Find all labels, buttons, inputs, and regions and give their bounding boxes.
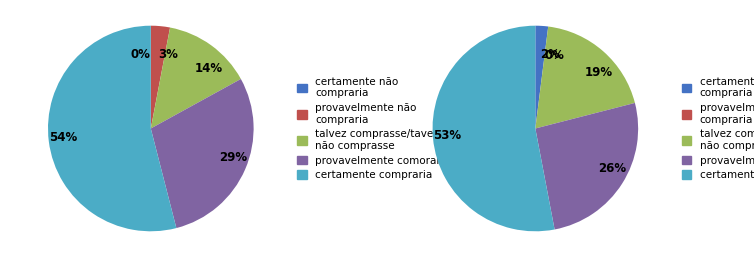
Text: 3%: 3% [158, 48, 178, 61]
Wedge shape [151, 26, 170, 128]
Wedge shape [48, 26, 176, 231]
Wedge shape [535, 26, 548, 128]
Text: 19%: 19% [584, 67, 612, 79]
Text: 0%: 0% [131, 48, 151, 61]
Text: 0%: 0% [544, 49, 565, 62]
Legend: certamente não
compraria, provavelmente não
compraria, talvez comprasse/talvez
n: certamente não compraria, provavelmente … [682, 77, 754, 180]
Wedge shape [535, 26, 548, 128]
Text: 53%: 53% [434, 129, 461, 142]
Text: 29%: 29% [219, 151, 247, 164]
Text: 14%: 14% [195, 62, 222, 75]
Legend: certamente não
compraria, provavelmente não
compraria, talvez comprasse/tavez
nã: certamente não compraria, provavelmente … [297, 77, 450, 180]
Wedge shape [535, 103, 638, 230]
Text: 2%: 2% [540, 48, 560, 61]
Wedge shape [151, 79, 253, 228]
Text: 26%: 26% [598, 162, 626, 175]
Text: 54%: 54% [49, 131, 78, 144]
Wedge shape [433, 26, 555, 231]
Wedge shape [151, 27, 241, 128]
Wedge shape [535, 26, 635, 128]
